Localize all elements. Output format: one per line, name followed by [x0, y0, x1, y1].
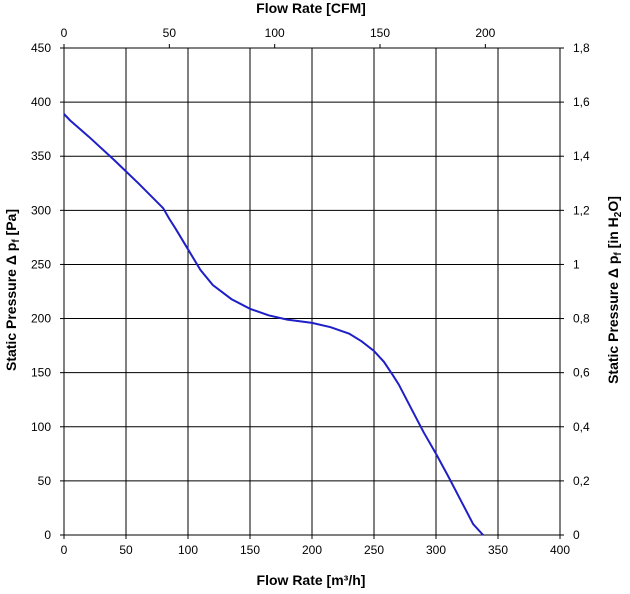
x-tick-label-bottom: 200 — [302, 543, 322, 557]
x-tick-label-bottom: 150 — [240, 543, 260, 557]
y-right-suffix: O] — [605, 196, 621, 212]
y-tick-label-left: 100 — [31, 420, 51, 434]
y-tick-label-left: 150 — [31, 366, 51, 380]
y-tick-label-right: 1,2 — [573, 203, 590, 217]
x-tick-label-bottom: 400 — [550, 543, 570, 557]
x-tick-label-bottom: 0 — [61, 543, 68, 557]
y-tick-label-left: 400 — [31, 95, 51, 109]
x-tick-label-bottom: 300 — [426, 543, 446, 557]
y-tick-label-left: 350 — [31, 149, 51, 163]
y-tick-label-right: 0,6 — [573, 366, 590, 380]
x-axis-title-bottom: Flow Rate [m³/h] — [257, 572, 366, 588]
x-tick-label-top: 200 — [475, 26, 495, 40]
y-tick-label-right: 1 — [573, 257, 580, 271]
y-tick-label-left: 450 — [31, 41, 51, 55]
x-tick-label-bottom: 50 — [119, 543, 133, 557]
y-right-sub2: 2 — [613, 211, 624, 217]
x-tick-label-bottom: 250 — [364, 543, 384, 557]
y-tick-label-left: 250 — [31, 257, 51, 271]
series-line — [63, 113, 484, 536]
y-axis-title-right: Static Pressure Δ pf [in H2O] — [605, 196, 624, 384]
y-tick-label-left: 300 — [31, 203, 51, 217]
y-tick-label-right: 1,8 — [573, 41, 590, 55]
y-left-prefix: Static Pressure Δ p — [3, 243, 19, 371]
tick-labels: 0 50 100 150 200 250 300 350 4000501001502002503… — [31, 26, 590, 557]
y-tick-label-left: 0 — [44, 528, 51, 542]
y-tick-label-right: 0 — [573, 528, 580, 542]
y-right-mid: [in H — [605, 217, 621, 252]
x-axis-title-top: Flow Rate [CFM] — [256, 0, 366, 16]
y-tick-label-left: 200 — [31, 312, 51, 326]
y-left-sub: f — [11, 239, 22, 243]
x-tick-label-top: 100 — [265, 26, 285, 40]
grid-lines — [64, 48, 560, 535]
y-tick-label-right: 1,6 — [573, 95, 590, 109]
x-tick-label-top: 150 — [370, 26, 390, 40]
x-tick-label-top: 0 — [61, 26, 68, 40]
y-tick-label-right: 0,4 — [573, 420, 590, 434]
y-right-sub: f — [613, 252, 624, 256]
x-tick-label-bottom: 100 — [178, 543, 198, 557]
y-tick-label-left: 50 — [38, 474, 52, 488]
x-tick-label-bottom: 350 — [488, 543, 508, 557]
y-left-suffix: [Pa] — [3, 209, 19, 239]
y-axis-title-left: Static Pressure Δ pf [Pa] — [3, 209, 22, 371]
x-tick-label-top: 50 — [163, 26, 177, 40]
y-tick-label-right: 0,8 — [573, 312, 590, 326]
y-tick-label-right: 1,4 — [573, 149, 590, 163]
y-tick-label-right: 0,2 — [573, 474, 590, 488]
y-right-prefix: Static Pressure Δ p — [605, 256, 621, 384]
